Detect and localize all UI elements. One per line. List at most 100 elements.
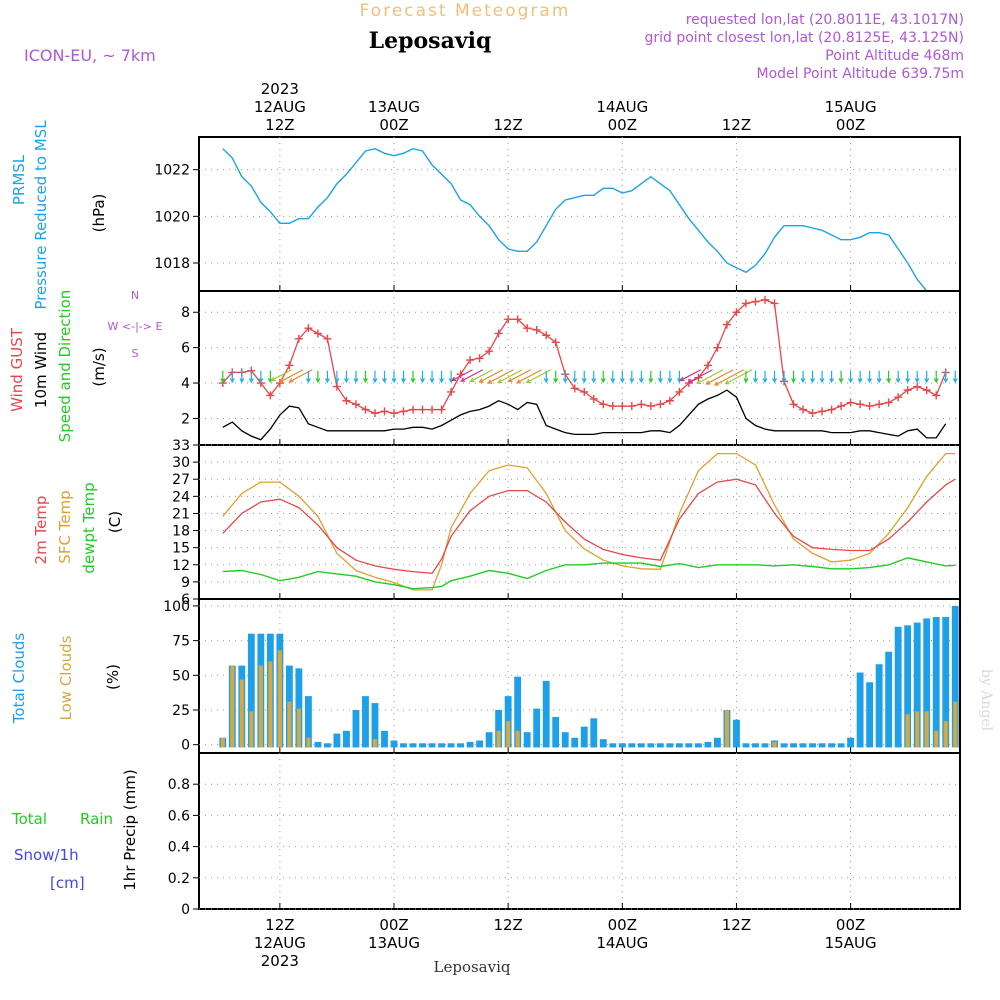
- wind-direction-arrowhead: [305, 378, 311, 384]
- wind-direction-arrowhead: [497, 378, 503, 384]
- product-title: Forecast Meteogram: [360, 1, 571, 21]
- total-cloud-bar: [847, 737, 855, 748]
- total-cloud-bar: [714, 737, 721, 748]
- wind-direction-arrowhead: [876, 378, 882, 384]
- dewpt-line: [222, 557, 956, 590]
- wind-direction-arrowhead: [353, 378, 359, 384]
- wind-direction-arrowhead: [363, 378, 368, 384]
- temp-ytick-label: 15: [172, 541, 190, 557]
- gust-marker: [418, 405, 427, 414]
- total-cloud-bar: [913, 622, 921, 748]
- total-cloud-bar: [742, 743, 750, 748]
- grid-point-coords: grid point closest lon,lat (20.8125E, 43…: [644, 30, 964, 46]
- total-cloud-bar: [590, 718, 598, 748]
- gust-marker: [399, 407, 408, 416]
- gust-marker: [370, 409, 379, 418]
- total-cloud-bar: [457, 743, 465, 748]
- total-cloud-bar: [419, 743, 426, 748]
- gust-marker: [799, 405, 808, 414]
- clouds-ytick-label: 25: [172, 703, 190, 719]
- wind-direction-arrowhead: [553, 378, 559, 384]
- total-cloud-bar: [390, 740, 398, 748]
- precip-unit: 1hr Precip (mm): [121, 769, 139, 890]
- wind-direction-arrowhead: [667, 378, 673, 384]
- low-cloud-bar: [268, 661, 273, 748]
- wind-direction-arrowhead: [905, 378, 911, 384]
- top-time-label: 13AUG: [368, 98, 420, 116]
- wind10m-label: 10m Wind: [32, 332, 50, 408]
- low-cloud-bar: [220, 737, 225, 748]
- watermark: by Angel: [978, 669, 994, 732]
- bottom-time-label: 12Z: [493, 916, 522, 934]
- total-cloud-bar: [675, 743, 683, 748]
- model-label: ICON-EU, ~ 7km: [24, 46, 156, 65]
- wind-direction-arrowhead: [924, 378, 930, 384]
- temp-ytick-label: 12: [172, 558, 190, 574]
- gust-marker: [551, 338, 560, 347]
- total-cloud-bar: [704, 741, 712, 748]
- bottom-time-label: 00Z: [836, 916, 865, 934]
- wind-direction-arrowhead: [591, 378, 597, 384]
- wind-direction-arrow: [279, 369, 304, 383]
- clouds-ytick-label: 0: [181, 738, 190, 754]
- top-time-label: 00Z: [608, 116, 637, 134]
- total-cloud-bar: [571, 737, 579, 748]
- wind-direction-arrowhead: [229, 378, 235, 384]
- wind-direction-arrowhead: [220, 378, 226, 384]
- wind-direction-arrowhead: [572, 378, 578, 384]
- wind-direction-arrowhead: [895, 378, 901, 384]
- total-cloud-bar: [476, 740, 484, 748]
- total-cloud-bar: [752, 743, 759, 748]
- wind-direction-arrowhead: [410, 378, 416, 384]
- total-cloud-bar: [599, 739, 607, 748]
- gust-marker: [808, 409, 817, 418]
- gust-marker: [523, 324, 532, 333]
- wind-direction-arrowhead: [543, 378, 549, 384]
- wind-direction-arrowhead: [933, 378, 939, 384]
- precip-ytick-label: 0.4: [168, 840, 190, 856]
- precip-ytick-label: 0: [181, 902, 190, 918]
- total-cloud-bar: [514, 676, 522, 748]
- total-cloud-bar: [733, 719, 740, 748]
- gust-marker: [837, 402, 846, 411]
- total-cloud-bar: [466, 741, 474, 748]
- low-cloud-bar: [496, 730, 501, 748]
- wind-direction-arrowhead: [324, 378, 330, 384]
- wind-direction-arrowhead: [429, 378, 435, 384]
- wind-frame: [198, 290, 961, 446]
- wind-direction-arrowhead: [838, 378, 844, 384]
- wind-direction-arrowhead: [258, 378, 264, 384]
- total-cloud-bar: [362, 696, 369, 748]
- low-cloud-bar: [515, 730, 520, 748]
- top-time-label: 12Z: [493, 116, 522, 134]
- precip-frame: [198, 752, 961, 910]
- low-cloud-bar: [372, 739, 378, 748]
- wind-direction-arrowhead: [562, 378, 568, 384]
- wind-direction-arrow: [706, 369, 734, 385]
- gust-marker: [627, 402, 636, 411]
- gust-marker: [770, 299, 779, 308]
- wind-direction-arrowhead: [451, 376, 457, 382]
- bottom-time-label: 12Z: [265, 916, 294, 934]
- total-cloud-bar: [932, 617, 940, 748]
- bottom-time-label: 2023: [261, 952, 299, 970]
- bottom-time-label: 00Z: [379, 916, 408, 934]
- gust-marker: [599, 400, 608, 409]
- gust-marker: [789, 400, 798, 409]
- wind-direction-arrowhead: [753, 378, 758, 384]
- wind-direction-arrow: [460, 369, 484, 382]
- wind-direction-arrowhead: [867, 378, 873, 384]
- temp-ytick-label: 9: [181, 575, 190, 591]
- total-cloud-bar: [799, 743, 807, 748]
- total-cloud-bar: [647, 743, 655, 748]
- gust-marker: [304, 324, 313, 333]
- gust-marker: [285, 361, 294, 370]
- total-cloud-bar: [875, 664, 883, 748]
- t2m-label: 2m Temp: [32, 496, 50, 565]
- location-title: Leposaviq: [369, 28, 492, 54]
- wind-direction-arrowhead: [629, 378, 635, 384]
- gust-marker: [637, 400, 646, 409]
- gust-marker: [922, 386, 931, 395]
